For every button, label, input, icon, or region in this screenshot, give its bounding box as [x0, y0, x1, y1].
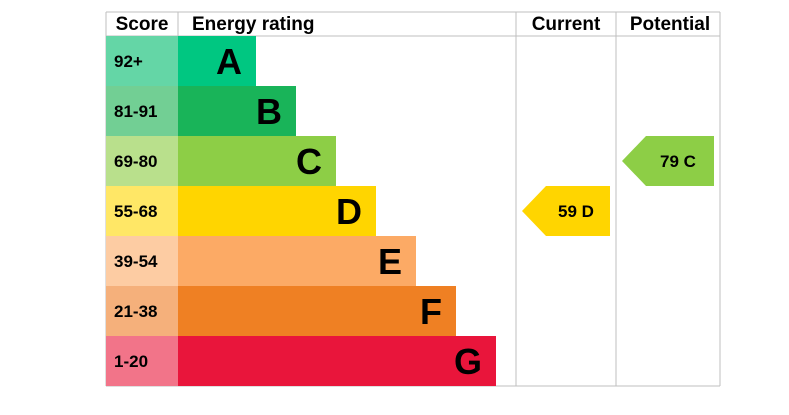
score-cell-e — [106, 236, 178, 286]
potential-rating-indicator-label: 79 C — [660, 152, 696, 171]
rating-bar-d — [178, 186, 376, 236]
rating-bar-f — [178, 286, 456, 336]
rating-letter: E — [378, 241, 402, 282]
score-cell-d — [106, 186, 178, 236]
score-cell-f — [106, 286, 178, 336]
score-range-label: 55-68 — [114, 202, 157, 221]
current-header: Current — [532, 14, 601, 35]
rating-bar-c — [178, 136, 336, 186]
header-row: Score Energy rating Current Potential — [116, 14, 711, 35]
band-f: 21-38 F — [106, 286, 456, 336]
potential-header: Potential — [630, 14, 710, 35]
score-range-label: 69-80 — [114, 152, 157, 171]
rating-bar-b — [178, 86, 296, 136]
rating-bands: 92+ A 81-91 B 69-80 C 55-68 D 39-54 E 21-38 F 1-20 G — [106, 36, 496, 386]
rating-bar-e — [178, 236, 416, 286]
current-rating-indicator: 59 D — [522, 186, 610, 236]
band-g: 1-20 G — [106, 336, 496, 386]
energy-rating-header: Energy rating — [192, 14, 314, 35]
potential-rating-indicator-arrow — [622, 136, 714, 186]
rating-letter: D — [336, 191, 362, 232]
band-a: 92+ A — [106, 36, 256, 86]
score-range-label: 81-91 — [114, 102, 157, 121]
rating-letter: B — [256, 91, 282, 132]
current-rating-indicator-label: 59 D — [558, 202, 594, 221]
rating-bar-a — [178, 36, 256, 86]
score-range-label: 1-20 — [114, 352, 148, 371]
score-range-label: 39-54 — [114, 252, 158, 271]
rating-indicators: 59 D 79 C — [522, 136, 714, 236]
band-c: 69-80 C — [106, 136, 336, 186]
potential-rating-indicator: 79 C — [622, 136, 714, 186]
rating-letter: A — [216, 41, 242, 82]
rating-letter: F — [420, 291, 442, 332]
score-header: Score — [116, 14, 169, 35]
rating-letter: G — [454, 341, 482, 382]
band-d: 55-68 D — [106, 186, 376, 236]
score-cell-c — [106, 136, 178, 186]
score-cell-g — [106, 336, 178, 386]
current-rating-indicator-arrow — [522, 186, 610, 236]
band-b: 81-91 B — [106, 86, 296, 136]
rating-letter: C — [296, 141, 322, 182]
score-cell-b — [106, 86, 178, 136]
band-e: 39-54 E — [106, 236, 416, 286]
score-range-label: 21-38 — [114, 302, 157, 321]
score-cell-a — [106, 36, 178, 86]
score-range-label: 92+ — [114, 52, 143, 71]
rating-bar-g — [178, 336, 496, 386]
